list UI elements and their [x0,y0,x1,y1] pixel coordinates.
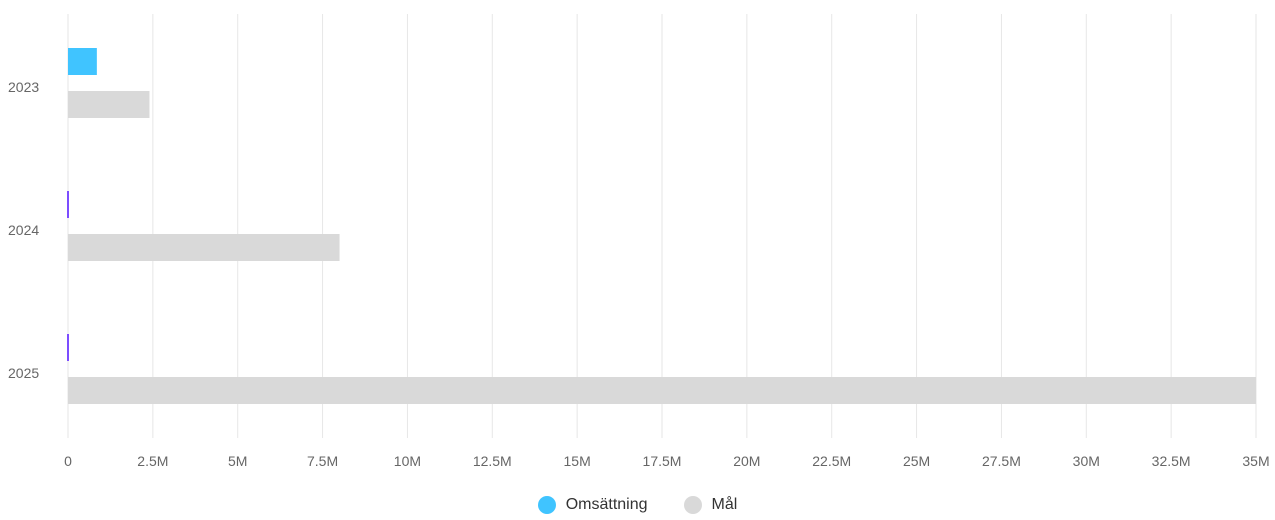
grid-layer [67,14,1257,438]
x-tick-label: 22.5M [812,453,851,469]
legend-swatch-mal [683,496,702,514]
legend-item-mal[interactable]: Mål [683,496,738,514]
x-tick-label: 10M [394,453,421,469]
x-tick-label: 2.5M [137,453,168,469]
bars-layer [67,48,1256,404]
bar-mal-2024[interactable] [68,234,340,261]
x-tick-label: 17.5M [643,453,682,469]
x-tick-label: 15M [564,453,591,469]
bar-omsattning-2023[interactable] [68,48,97,75]
y-category-label: 2023 [8,79,39,95]
legend-swatch-omsattning [537,496,556,514]
x-tick-label: 20M [733,453,760,469]
legend-label-mal: Mål [711,496,738,513]
y-axis-labels: 2023 2024 2025 [8,79,39,381]
bar-omsattning-2024[interactable] [67,191,69,218]
x-tick-label: 7.5M [307,453,338,469]
legend-label-omsattning: Omsättning [565,496,648,513]
bar-mal-2023[interactable] [68,91,150,118]
x-tick-label: 12.5M [473,453,512,469]
bar-omsattning-2025[interactable] [67,334,69,361]
x-tick-label: 25M [903,453,930,469]
x-axis-labels: 0 2.5M 5M 7.5M 10M 12.5M 15M 17.5M 20M 22.5M 25M 27… [64,453,1270,469]
bar-mal-2025[interactable] [68,377,1256,404]
x-tick-label: 0 [64,453,72,469]
legend-item-omsattning[interactable]: Omsättning [537,496,648,514]
y-category-label: 2025 [8,365,39,381]
x-tick-label: 35M [1242,453,1269,469]
y-category-label: 2024 [8,222,39,238]
x-tick-label: 32.5M [1152,453,1191,469]
x-tick-label: 27.5M [982,453,1021,469]
legend: Omsättning Mål [0,496,1275,514]
x-tick-label: 5M [228,453,247,469]
x-tick-label: 30M [1073,453,1100,469]
